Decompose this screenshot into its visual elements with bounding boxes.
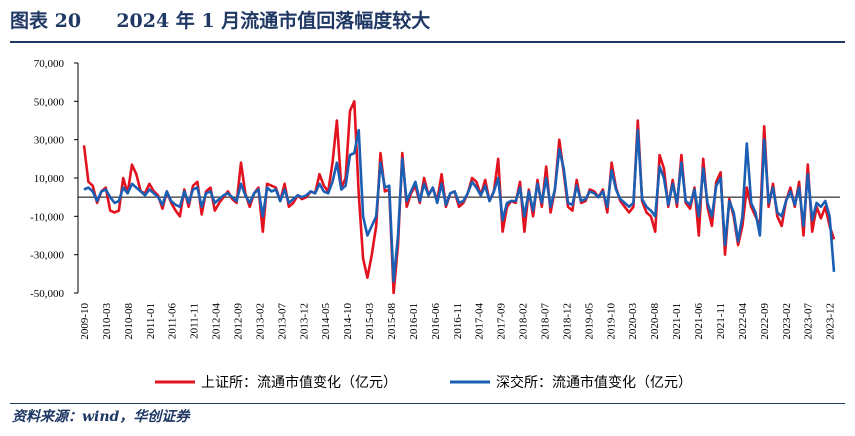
y-tick-label: 50,000 xyxy=(34,96,65,108)
x-tick-label: 2013-07 xyxy=(276,303,288,340)
y-tick-label: -50,000 xyxy=(30,288,64,300)
x-tick-label: 2016-06 xyxy=(430,303,442,340)
x-tick-label: 2014-05 xyxy=(320,303,332,340)
x-tick-label: 2015-03 xyxy=(364,303,376,340)
series-line-sz xyxy=(83,128,836,283)
x-tick-label: 2018-02 xyxy=(518,303,530,340)
legend-label: 深交所：流通市值变化（亿元） xyxy=(496,374,692,391)
legend: 上证所：流通市值变化（亿元） 深交所：流通市值变化（亿元） xyxy=(155,374,692,391)
x-tick-label: 2009-10 xyxy=(79,303,91,340)
y-tick-label: 30,000 xyxy=(34,135,65,147)
x-tick-label: 2021-06 xyxy=(693,303,705,340)
x-tick-label: 2015-08 xyxy=(386,303,398,340)
x-tick-label: 2013-12 xyxy=(298,303,310,340)
title-rule xyxy=(10,41,845,43)
x-tick-label: 2020-08 xyxy=(649,303,661,340)
x-tick-label: 2023-02 xyxy=(781,303,793,340)
x-tick-label: 2010-08 xyxy=(123,303,135,340)
x-tick-label: 2023-12 xyxy=(825,303,837,340)
x-tick-label: 2018-07 xyxy=(540,303,552,340)
x-tick-label: 2016-11 xyxy=(452,303,464,339)
x-tick-label: 2019-10 xyxy=(605,303,617,340)
title-bar: 图表 20 2024 年 1 月流通市值回落幅度较大 xyxy=(10,6,845,40)
series-layer xyxy=(82,100,836,295)
x-tick-label: 2012-04 xyxy=(211,303,223,340)
figure-number: 图表 20 xyxy=(10,10,82,32)
x-tick-label: 2012-09 xyxy=(233,303,245,340)
series-line-sh xyxy=(82,100,836,295)
x-tick-label: 2011-06 xyxy=(167,303,179,340)
x-tick-label: 2019-05 xyxy=(583,303,595,340)
x-tick-label: 2021-11 xyxy=(715,303,727,339)
x-tick-label: 2017-09 xyxy=(496,303,508,340)
x-tick-label: 2021-01 xyxy=(671,303,683,340)
x-tick-label: 2022-09 xyxy=(759,303,771,340)
y-tick-label: 70,000 xyxy=(34,58,65,70)
x-tick-label: 2016-01 xyxy=(408,303,420,340)
x-axis: 2009-10 2010-03 2010-08 2011-01 2011-06 2011-… xyxy=(78,196,840,340)
x-tick-label: 2018-12 xyxy=(561,303,573,340)
y-tick-label: -10,000 xyxy=(30,211,64,223)
x-tick-label: 2023-07 xyxy=(803,303,815,340)
line-chart: 70,000 50,000 30,000 10,000 -10,000 -30,000 -5… xyxy=(30,58,840,391)
figure-title: 2024 年 1 月流通市值回落幅度较大 xyxy=(116,10,431,32)
x-tick-label: 2011-11 xyxy=(189,303,201,339)
x-tick-label: 2013-02 xyxy=(254,303,266,340)
x-tick-label: 2014-10 xyxy=(342,303,354,340)
x-tick-label: 2010-03 xyxy=(101,303,113,340)
chart-title: 图表 20 2024 年 1 月流通市值回落幅度较大 xyxy=(10,6,845,33)
y-tick-label: -30,000 xyxy=(30,250,64,262)
y-tick-label: 10,000 xyxy=(34,173,65,185)
legend-label: 上证所：流通市值变化（亿元） xyxy=(201,374,397,391)
x-tick-label: 2022-04 xyxy=(737,303,749,340)
source-note: 资料来源：wind，华创证券 xyxy=(12,409,190,425)
footer-rule xyxy=(10,403,845,404)
x-tick-label: 2017-04 xyxy=(474,303,486,340)
x-tick-label: 2020-03 xyxy=(627,303,639,340)
x-tick-label: 2011-01 xyxy=(145,303,157,339)
y-axis: 70,000 50,000 30,000 10,000 -10,000 -30,000 -5… xyxy=(30,58,79,300)
